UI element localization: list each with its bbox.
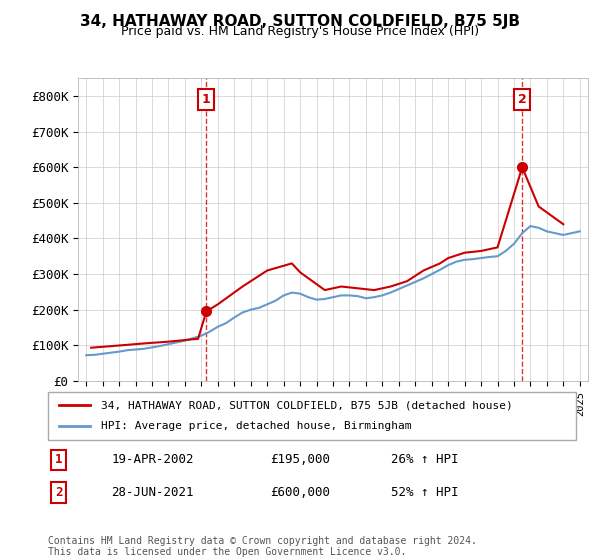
Text: 34, HATHAWAY ROAD, SUTTON COLDFIELD, B75 5JB (detached house): 34, HATHAWAY ROAD, SUTTON COLDFIELD, B75… [101,400,512,410]
Text: 2: 2 [55,486,62,499]
Text: 52% ↑ HPI: 52% ↑ HPI [391,486,459,499]
Text: £195,000: £195,000 [270,453,330,466]
Text: 26% ↑ HPI: 26% ↑ HPI [391,453,459,466]
Text: 2: 2 [518,93,527,106]
FancyBboxPatch shape [48,392,576,440]
Text: Price paid vs. HM Land Registry's House Price Index (HPI): Price paid vs. HM Land Registry's House … [121,25,479,38]
Text: 28-JUN-2021: 28-JUN-2021 [112,486,194,499]
Text: £600,000: £600,000 [270,486,330,499]
Text: Contains HM Land Registry data © Crown copyright and database right 2024.
This d: Contains HM Land Registry data © Crown c… [48,535,477,557]
Text: 1: 1 [202,93,211,106]
Text: 1: 1 [55,453,62,466]
Text: 34, HATHAWAY ROAD, SUTTON COLDFIELD, B75 5JB: 34, HATHAWAY ROAD, SUTTON COLDFIELD, B75… [80,14,520,29]
Text: 19-APR-2002: 19-APR-2002 [112,453,194,466]
Text: HPI: Average price, detached house, Birmingham: HPI: Average price, detached house, Birm… [101,421,412,431]
